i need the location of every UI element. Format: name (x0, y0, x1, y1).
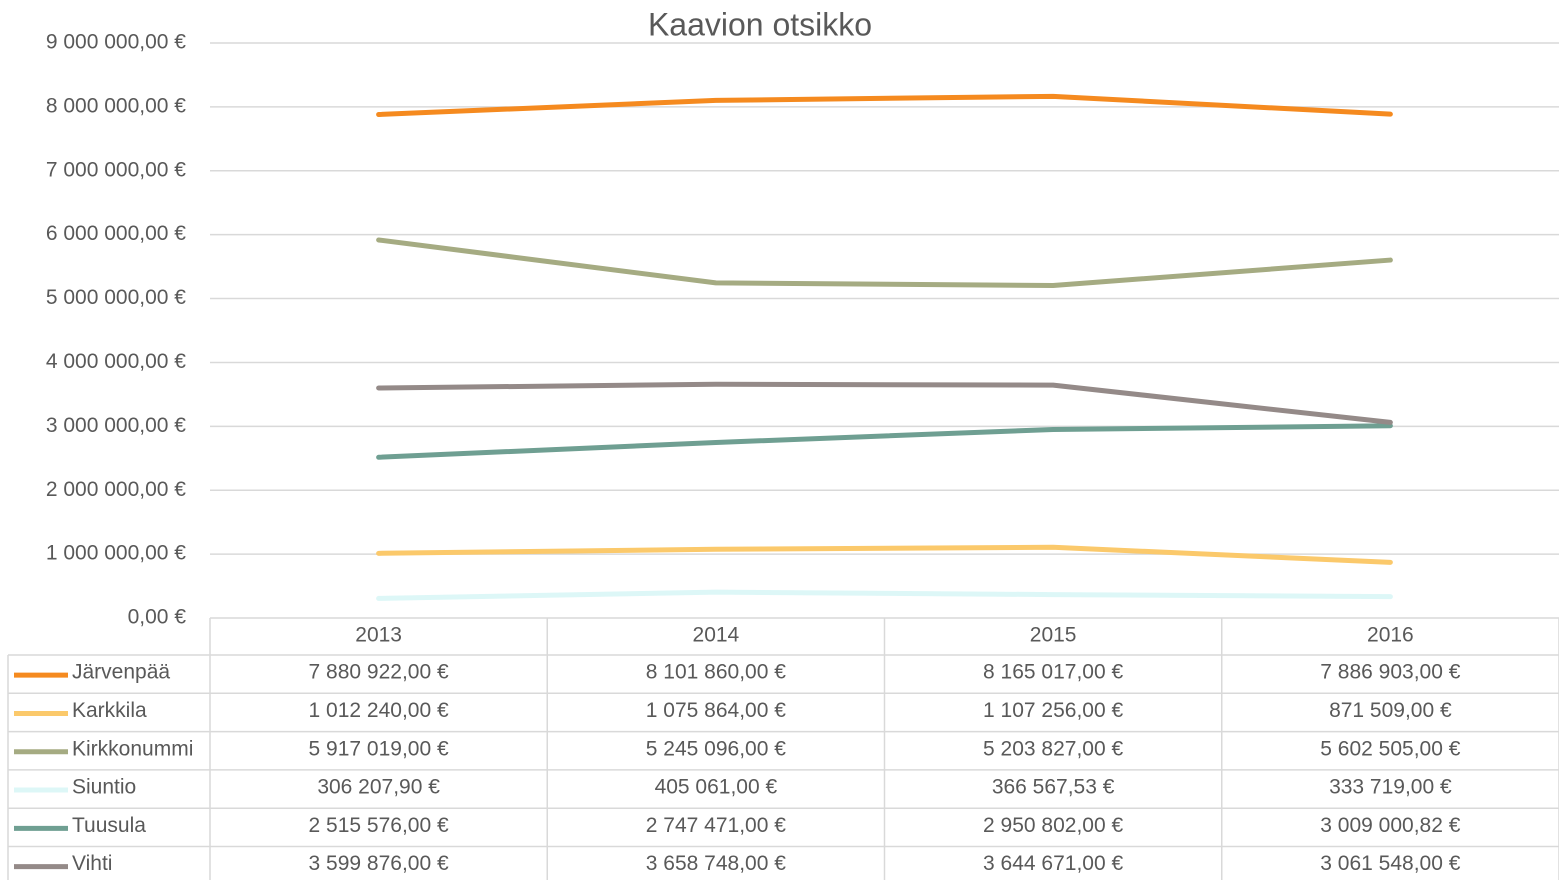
x-tick-label: 2015 (1030, 624, 1077, 647)
series-line (376, 237, 1393, 289)
table-value: 3 599 876,00 € (309, 852, 449, 875)
y-tick-label: 3 000 000,00 € (46, 414, 186, 437)
table-value: 405 061,00 € (655, 776, 778, 799)
table-value: 3 644 671,00 € (983, 852, 1123, 875)
table-value: 871 509,00 € (1329, 699, 1452, 722)
series-line (376, 589, 1393, 601)
y-tick-label: 8 000 000,00 € (46, 94, 186, 117)
table-value: 333 719,00 € (1329, 776, 1452, 799)
table-value: 2 747 471,00 € (646, 814, 786, 837)
table-value: 1 012 240,00 € (309, 699, 449, 722)
chart-title: Kaavion otsikko (648, 6, 872, 42)
table-value: 5 602 505,00 € (1320, 737, 1460, 760)
x-tick-label: 2016 (1367, 624, 1414, 647)
table-value: 5 203 827,00 € (983, 737, 1123, 760)
y-tick-label: 4 000 000,00 € (46, 350, 186, 373)
table-value: 5 917 019,00 € (309, 737, 449, 760)
table-value: 366 567,53 € (992, 776, 1115, 799)
series-line (376, 544, 1393, 565)
table-value: 3 061 548,00 € (1320, 852, 1460, 875)
y-tick-label: 0,00 € (128, 606, 187, 629)
y-tick-label: 6 000 000,00 € (46, 222, 186, 245)
table-value: 1 075 864,00 € (646, 699, 786, 722)
series-line (376, 381, 1393, 425)
table-value: 3 658 748,00 € (646, 852, 786, 875)
y-tick-label: 5 000 000,00 € (46, 286, 186, 309)
y-tick-label: 7 000 000,00 € (46, 158, 186, 181)
table-value: 2 950 802,00 € (983, 814, 1123, 837)
x-tick-label: 2013 (355, 624, 402, 647)
legend-label: Kirkkonummi (72, 737, 193, 760)
legend-label: Siuntio (72, 776, 136, 799)
y-tick-label: 2 000 000,00 € (46, 478, 186, 501)
table-value: 7 880 922,00 € (309, 661, 449, 684)
table-value: 2 515 576,00 € (309, 814, 449, 837)
legend-label: Vihti (72, 852, 112, 875)
y-tick-label: 9 000 000,00 € (46, 31, 186, 54)
legend-label: Järvenpää (72, 661, 170, 684)
y-tick-label: 1 000 000,00 € (46, 542, 186, 565)
series-line (376, 423, 1393, 460)
table-value: 5 245 096,00 € (646, 737, 786, 760)
x-tick-label: 2014 (693, 624, 740, 647)
table-value: 306 207,90 € (317, 776, 440, 799)
series-line (376, 93, 1393, 117)
legend-label: Karkkila (72, 699, 147, 722)
table-value: 8 165 017,00 € (983, 661, 1123, 684)
table-value: 3 009 000,82 € (1320, 814, 1460, 837)
legend-label: Tuusula (72, 814, 146, 837)
table-value: 8 101 860,00 € (646, 661, 786, 684)
table-value: 1 107 256,00 € (983, 699, 1123, 722)
table-value: 7 886 903,00 € (1320, 661, 1460, 684)
